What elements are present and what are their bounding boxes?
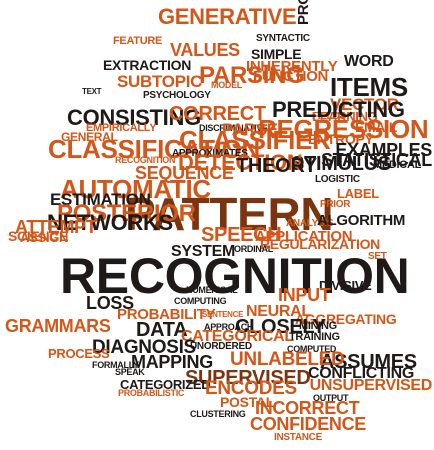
word-process: PROCESS [48,346,110,361]
word-model: MODEL [211,80,242,90]
word-computing: COMPUTING [174,296,227,306]
word-problem: PROBLEM [295,0,312,25]
word-supervised: SUPERVISED [185,367,311,389]
word-data: DATA [136,319,188,341]
word-examples: EXAMPLES [335,140,432,160]
word-diagnosis: DIAGNOSIS [92,337,196,358]
word-classifier: CLASSIFIER [179,125,331,155]
word-automatic: AUTOMATIC [60,174,211,204]
word-numerical: NUMERICAL [186,285,238,295]
word-discriminative: DISCRIMINATIVE [199,123,268,133]
word-analysis: ANALYSIS [286,218,334,229]
word-fields: FIELDS [312,111,346,122]
word-neural: NEURAL [246,303,311,320]
word-statistical: STATISTICAL [320,150,432,170]
word-recognition: RECOGNITION [60,248,410,304]
word-medical: MEDICAL [373,159,422,171]
word-consisting: CONSISTING [67,105,201,130]
word-logistic: LOGISTIC [315,174,360,185]
word-application: APPLICATION [255,228,353,245]
word-items: ITEMS [330,72,408,102]
word-unordered: UNORDERED [190,341,252,352]
word-output: OUTPUT [313,393,349,403]
word-text: TEXT [82,87,102,96]
word-vector: VECTOR [330,95,399,114]
word-instance: INSTANCE [274,432,322,443]
word-function: FUNCTION [253,68,329,85]
word-generative: GENERATIVE [158,4,297,29]
word-detection: DETECTION [178,150,303,175]
word-divisive: DIVISIVE [319,278,372,293]
word-inherently: INHERENTLY [246,58,338,75]
word-theory: THEORY [236,155,317,177]
word-unsupervised: UNSUPERVISED [309,377,433,394]
word-networks: NETWORKS [47,210,173,235]
word-regression: REGRESSION [258,114,429,144]
word-computed: COMPUTED [287,344,337,354]
word-closely: CLOSELY [235,316,326,338]
word-word: WORD [344,53,394,70]
word-science: SCIENCE [8,228,69,244]
word-label: LABEL [337,186,379,201]
word-algorithm: ALGORITHM [317,212,406,229]
word-approximates: APPROXIMATES [172,148,248,159]
word-subtopic: SUBTOPIC [117,72,203,91]
word-predicting: PREDICTING [272,97,405,122]
word-email: EMAIL [355,119,398,135]
word-sentence: SENTENCE [202,310,244,319]
word-incorrect: INCORRECT [255,398,360,418]
word-set: SET [368,251,387,262]
word-prior: PRIOR [320,199,351,210]
word-extraction: EXTRACTION [103,57,192,73]
word-feature: FEATURE [113,35,163,47]
word-speech: SPEECH [201,224,282,246]
word-learning: LEARNING [312,109,378,124]
word-mapping: MAPPING [131,352,213,372]
word-assign: ASSIGN [20,230,69,245]
word-psychology: PSYCHOLOGY [143,90,211,101]
word-general: GENERAL [61,130,118,144]
word-approach: APPROACH [204,322,254,332]
word-mining: MINING [299,320,337,332]
word-classification: CLASSIFICATION [48,134,260,164]
word-attempt: ATTEMPT [15,217,97,237]
word-entropy: ENTROPY [308,131,374,147]
word-speak: SPEAK [115,367,145,377]
word-postal: POSTAL [220,394,274,410]
word-parse: PARSE [222,120,278,139]
word-probabilistic: PROBABILISTIC [118,388,185,398]
word-conflicting: CONFLICTING [308,365,415,382]
word-confidence: CONFIDENCE [250,414,367,434]
word-grammars: GRAMMARS [5,316,111,336]
word-aggregating: AGGREGATING [295,311,397,327]
word-sequence: SEQUENCE [135,163,234,183]
word-syntactic: SYNTACTIC [256,33,310,44]
word-empirically: EMPIRICALLY [86,122,157,134]
word-estimation: ESTIMATION [50,190,151,209]
word-parsing: PARSING [199,62,305,89]
word-simple: SIMPLE [251,46,302,62]
word-formally: FORMALLY [92,360,139,370]
word-stimulus: STIMULUS [291,153,391,175]
word-training: TRAINING [289,331,340,343]
word-posterior: POSTERIOR [57,200,196,227]
word-clustering: CLUSTERING [190,409,246,419]
word-loss: LOSS [86,293,134,313]
word-ordinal: ORDINAL [234,244,273,254]
word-pattern: PATTERN [125,188,334,240]
word-assumes: ASSUMES [320,351,417,373]
word-categorized: CATEGORIZED [120,377,211,392]
word-correct: CORRECT [169,103,266,125]
word-regularization: REGULARIZATION [260,236,380,252]
word-categorical: CATEGORICAL [181,328,294,345]
word-unlabeled: UNLABELED [230,349,345,370]
word-system: SYSTEM [171,243,235,260]
word-probability: PROBABILITY [117,306,216,323]
word-input: INPUT [278,285,331,305]
word-encodes: ENCODES [205,378,297,399]
word-recognition-small: RECOGNITION [115,155,176,165]
word-values: VALUES [170,40,240,60]
